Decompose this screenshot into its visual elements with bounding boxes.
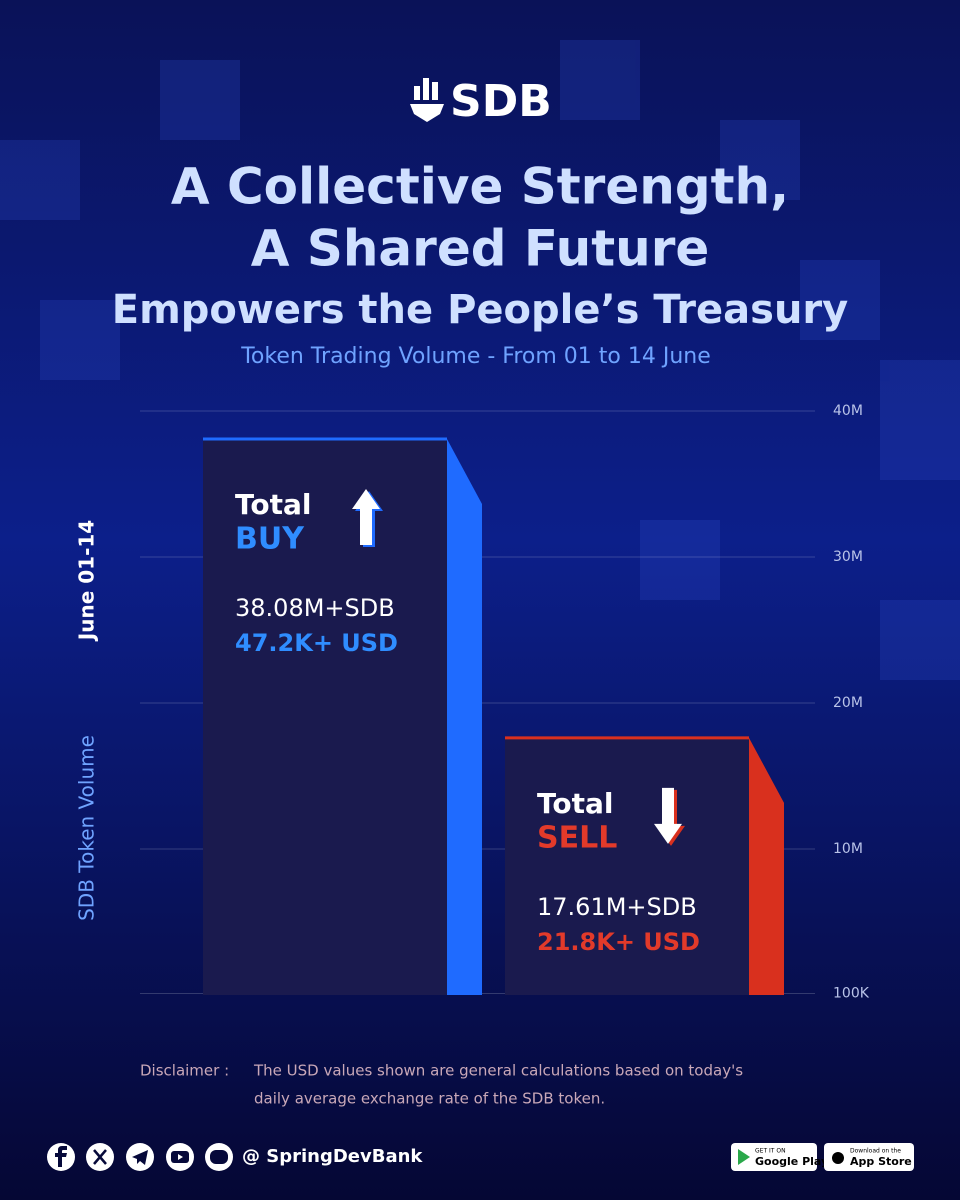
period-label: June 01-14	[75, 520, 99, 642]
social-icons	[47, 1143, 233, 1171]
arrow	[352, 489, 380, 546]
value-label: 38.08M+SDB	[235, 594, 395, 622]
usd-label: 21.8K+ USD	[537, 928, 700, 956]
y-tick-label: 40M	[833, 403, 863, 419]
subtitle: Empowers the People’s Treasury	[112, 287, 848, 333]
disclaimer-text: The USD values shown are general calcula…	[253, 1062, 743, 1080]
y-tick-label: 20M	[833, 695, 863, 711]
title-line: A Shared Future	[251, 220, 710, 278]
caption: Token Trading Volume - From 01 to 14 Jun…	[240, 344, 711, 369]
bar-side	[447, 439, 482, 996]
usd-label: 47.2K+ USD	[235, 629, 398, 657]
disclaimer-label: Disclaimer :	[140, 1062, 229, 1080]
google-play-badge[interactable]: GET IT ON Google Play	[731, 1143, 828, 1171]
y-tick-label: 30M	[833, 549, 863, 565]
bar-title: Total	[235, 488, 312, 521]
y-tick-label: 100K	[833, 986, 870, 1002]
category-label: SELL	[537, 820, 617, 855]
badge-name: Google Play	[755, 1155, 828, 1168]
arrow	[654, 787, 682, 844]
disclaimer-text: daily average exchange rate of the SDB t…	[254, 1090, 605, 1108]
bar	[203, 439, 447, 996]
y-axis-label: SDB Token Volume	[75, 735, 99, 921]
app-store-badge[interactable]: Download on the App Store	[824, 1143, 914, 1171]
category-label: BUY	[235, 522, 305, 557]
badge-top: Download on the	[850, 1148, 901, 1155]
badge-top: GET IT ON	[755, 1148, 786, 1155]
handle: @ SpringDevBank	[242, 1146, 423, 1167]
pixel-pattern	[0, 40, 960, 680]
value-label: 17.61M+SDB	[537, 893, 697, 921]
brand: SDB	[450, 76, 552, 127]
badge-name: App Store	[850, 1155, 912, 1168]
title-line: A Collective Strength,	[171, 158, 789, 216]
bar-side	[749, 737, 784, 995]
logo: SDB	[410, 76, 552, 127]
y-tick-label: 10M	[833, 841, 863, 857]
bar	[505, 737, 749, 995]
bar-title: Total	[537, 787, 614, 820]
